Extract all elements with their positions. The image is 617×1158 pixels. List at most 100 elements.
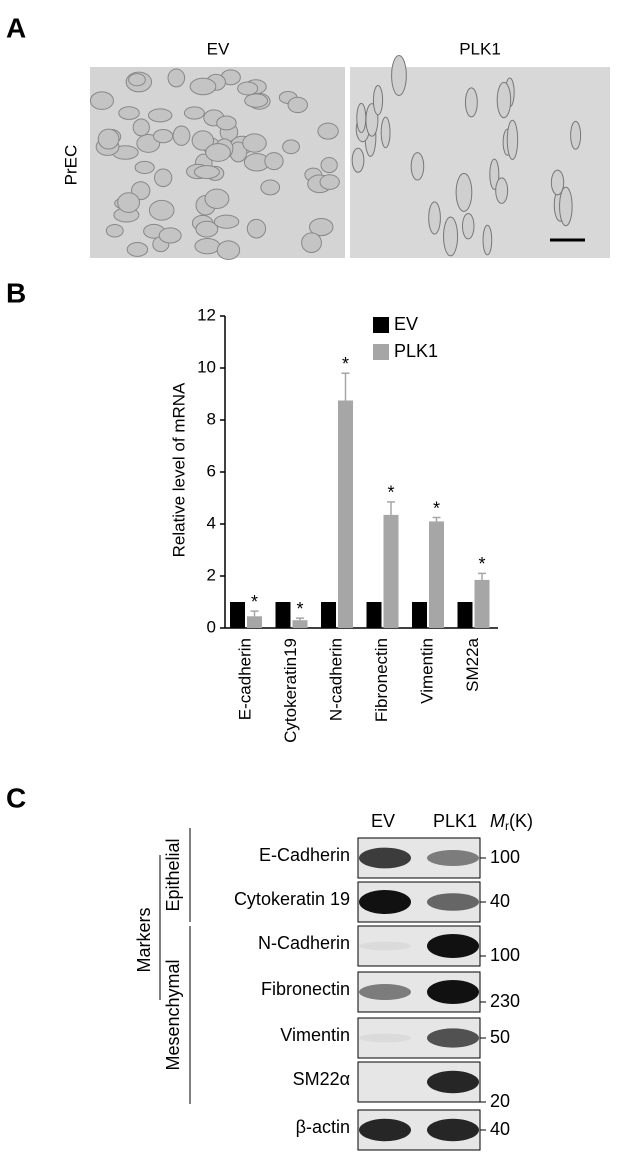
cell: [216, 240, 241, 261]
bar: [383, 514, 399, 628]
x-tick-label: E-cadherin: [235, 638, 254, 720]
cell: [132, 118, 150, 137]
mw: 40: [490, 891, 510, 911]
legend-swatch: [373, 344, 389, 360]
cell: [244, 93, 268, 108]
band: [427, 934, 479, 958]
cell: [193, 165, 220, 179]
cell: [191, 130, 215, 151]
significance: *: [478, 554, 485, 574]
cell: [410, 152, 425, 181]
cell: [260, 179, 281, 196]
cell: [317, 122, 339, 140]
significance: *: [296, 599, 303, 619]
cell: [213, 214, 240, 229]
bar: [292, 620, 308, 628]
band: [359, 890, 411, 914]
cell: [172, 125, 191, 146]
x-tick-label: Vimentin: [417, 638, 436, 704]
bar: [429, 521, 444, 628]
legend-label: EV: [394, 314, 418, 334]
cell: [506, 119, 519, 160]
band: [427, 1028, 479, 1048]
column-label: EV: [371, 811, 395, 831]
cell: [158, 227, 182, 244]
cell: [189, 77, 217, 96]
cell: [128, 73, 146, 87]
cell: [319, 174, 340, 190]
legend-swatch: [373, 317, 389, 333]
mw: 100: [490, 945, 520, 965]
cell: [482, 224, 493, 256]
mr-label: Mr(K): [490, 811, 533, 833]
cell: [391, 55, 407, 96]
cell: [118, 106, 140, 120]
bar: [474, 579, 490, 628]
band: [427, 1070, 479, 1094]
subgroup-label: Mesenchymal: [163, 959, 183, 1070]
cell: [246, 218, 267, 239]
cell: [152, 128, 174, 144]
cell: [464, 87, 478, 118]
protein-name: Vimentin: [280, 1025, 350, 1045]
column-label: PLK1: [459, 39, 501, 58]
cell: [461, 212, 475, 240]
cell: [237, 81, 259, 96]
legend-label: PLK1: [394, 341, 438, 361]
cell: [550, 169, 565, 196]
cell: [489, 158, 500, 190]
cell: [242, 133, 267, 153]
cell: [194, 237, 221, 255]
row-label: PrEC: [61, 145, 80, 186]
y-tick-label: 12: [197, 305, 216, 324]
cell: [134, 160, 155, 175]
cell: [320, 157, 338, 174]
y-axis-label: Relative level of mRNA: [169, 382, 188, 557]
band: [359, 941, 411, 951]
band: [359, 984, 411, 1000]
cell: [204, 188, 230, 209]
band: [427, 1118, 479, 1142]
y-tick-label: 0: [207, 617, 216, 636]
cell: [216, 115, 237, 131]
y-tick-label: 6: [207, 461, 216, 480]
protein-name: E-Cadherin: [259, 845, 350, 865]
y-tick-label: 10: [197, 357, 216, 376]
cell: [282, 139, 300, 155]
significance: *: [342, 354, 349, 374]
cell: [105, 223, 124, 238]
y-tick-label: 8: [207, 409, 216, 428]
band: [427, 893, 479, 911]
bar: [457, 602, 473, 628]
mw: 40: [490, 1119, 510, 1139]
x-tick-label: SM22a: [463, 637, 482, 691]
micrograph: [350, 67, 610, 258]
band: [359, 1033, 411, 1043]
significance: *: [433, 498, 440, 518]
significance: *: [387, 483, 394, 503]
cell: [380, 116, 391, 149]
protein-name: N-Cadherin: [258, 933, 350, 953]
cell: [195, 220, 219, 238]
subgroup-label: Epithelial: [163, 838, 183, 911]
cell: [148, 199, 175, 221]
protein-name: Cytokeratin 19: [234, 889, 350, 909]
cell: [117, 192, 141, 213]
mr-sub: r: [505, 819, 509, 833]
bar: [275, 602, 291, 628]
cell: [356, 102, 367, 134]
band: [427, 850, 479, 866]
band: [359, 1118, 411, 1142]
cell: [153, 168, 173, 188]
bar: [321, 602, 336, 628]
bar: [247, 616, 262, 628]
protein-name: SM22α: [293, 1069, 350, 1089]
cell: [183, 106, 205, 120]
cell: [559, 186, 573, 227]
cell: [205, 143, 231, 162]
panel-label: A: [6, 12, 26, 43]
x-tick-label: N-cadherin: [326, 638, 345, 721]
cell: [264, 152, 284, 171]
band: [359, 847, 411, 869]
